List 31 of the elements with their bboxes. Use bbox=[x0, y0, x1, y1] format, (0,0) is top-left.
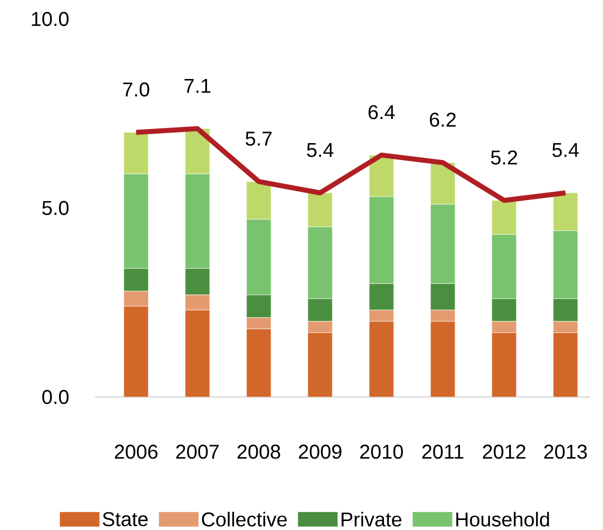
x-tick-label: 2012 bbox=[482, 444, 526, 459]
data-label: 5.4 bbox=[552, 143, 579, 158]
bar bbox=[492, 332, 517, 397]
x-tick-label: 2009 bbox=[298, 444, 342, 459]
x-tick-label: 2010 bbox=[360, 444, 403, 459]
y-tick-label: 5.0 bbox=[42, 200, 69, 216]
x-tick-label: 2007 bbox=[176, 444, 219, 459]
bar bbox=[553, 332, 578, 397]
data-label: 6.4 bbox=[368, 105, 395, 120]
bar bbox=[308, 332, 333, 397]
data-label: 5.2 bbox=[491, 150, 518, 165]
x-tick-label: 2013 bbox=[544, 444, 587, 459]
bar bbox=[184, 310, 210, 397]
legend-label: Private bbox=[342, 512, 402, 527]
y-tick-label: 0.0 bbox=[42, 390, 69, 404]
x-tick-label: 2006 bbox=[114, 444, 158, 459]
bar bbox=[368, 321, 394, 397]
bar bbox=[430, 321, 456, 397]
legend-label: State bbox=[102, 512, 148, 526]
data-label: 7.1 bbox=[184, 79, 210, 93]
data-label: 5.4 bbox=[307, 143, 334, 158]
legend-label: Household bbox=[456, 512, 549, 527]
y-tick-label: 10.0 bbox=[32, 12, 69, 26]
legend-label: Collective bbox=[202, 512, 287, 527]
data-label: 7.0 bbox=[123, 82, 150, 97]
bar bbox=[246, 328, 272, 397]
x-tick-label: 2011 bbox=[422, 444, 464, 459]
data-label: 6.2 bbox=[430, 112, 456, 127]
data-label: 5.7 bbox=[246, 132, 272, 146]
bar bbox=[124, 306, 149, 397]
x-tick-label: 2008 bbox=[238, 444, 280, 459]
